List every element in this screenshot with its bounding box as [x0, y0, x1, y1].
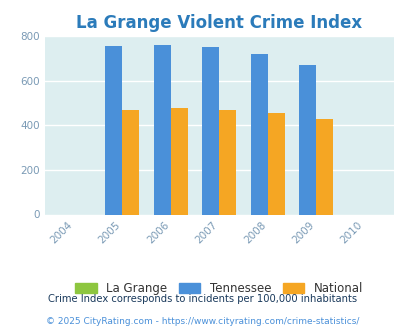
Bar — [171, 109, 187, 214]
Bar — [267, 113, 284, 214]
Text: © 2025 CityRating.com - https://www.cityrating.com/crime-statistics/: © 2025 CityRating.com - https://www.city… — [46, 317, 359, 326]
Bar — [315, 119, 333, 214]
Title: La Grange Violent Crime Index: La Grange Violent Crime Index — [76, 14, 361, 32]
Text: Crime Index corresponds to incidents per 100,000 inhabitants: Crime Index corresponds to incidents per… — [48, 294, 357, 304]
Legend: La Grange, Tennessee, National: La Grange, Tennessee, National — [70, 278, 367, 300]
Bar — [153, 45, 171, 214]
Bar — [219, 110, 236, 214]
Bar — [250, 54, 267, 214]
Bar — [105, 46, 122, 214]
Bar — [122, 110, 139, 214]
Bar — [202, 47, 219, 214]
Bar — [298, 65, 315, 214]
